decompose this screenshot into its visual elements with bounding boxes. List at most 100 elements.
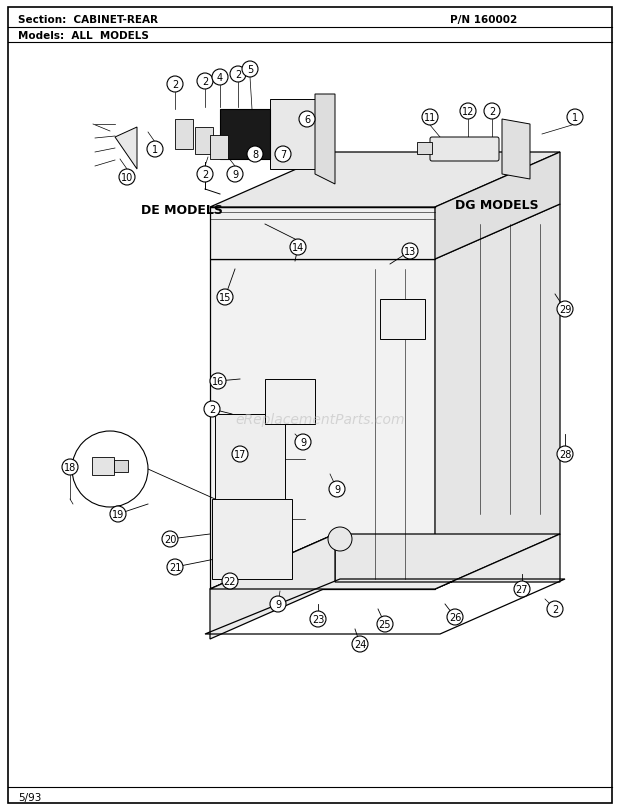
Circle shape [247,147,263,163]
Text: 29: 29 [559,305,571,315]
Bar [265,380,315,424]
Bar [92,457,114,475]
Circle shape [557,302,573,318]
Polygon shape [210,208,435,260]
Text: 9: 9 [232,169,238,180]
Text: P/N 160002: P/N 160002 [450,15,517,25]
Bar [380,299,425,340]
Text: 10: 10 [121,173,133,182]
Text: 9: 9 [275,599,281,609]
Text: 2: 2 [235,70,241,80]
Circle shape [72,431,148,508]
Text: 12: 12 [462,107,474,117]
Circle shape [402,243,418,260]
Text: 21: 21 [169,562,181,573]
Text: 13: 13 [404,247,416,257]
Text: 22: 22 [224,577,236,586]
Text: DE MODELS: DE MODELS [141,204,223,217]
Circle shape [352,636,368,652]
Text: 7: 7 [280,150,286,160]
Circle shape [119,169,135,186]
Text: 15: 15 [219,293,231,303]
Circle shape [329,482,345,497]
Circle shape [62,460,78,475]
FancyBboxPatch shape [430,138,499,162]
Text: 25: 25 [379,620,391,629]
Text: 20: 20 [164,534,176,544]
Text: 1: 1 [152,145,158,155]
Circle shape [167,560,183,575]
Text: 23: 23 [312,614,324,624]
Circle shape [230,67,246,83]
Circle shape [310,611,326,627]
Bar [215,414,285,504]
Circle shape [422,109,438,126]
Circle shape [212,70,228,86]
Text: Section:  CABINET-REAR: Section: CABINET-REAR [18,15,158,25]
Circle shape [222,573,238,590]
Text: 2: 2 [552,604,558,614]
Text: DG MODELS: DG MODELS [455,198,539,211]
Polygon shape [210,534,560,590]
Circle shape [275,147,291,163]
Circle shape [557,446,573,462]
Circle shape [162,531,178,547]
Polygon shape [210,260,435,590]
Text: 26: 26 [449,612,461,622]
Text: 19: 19 [112,509,124,519]
Polygon shape [210,152,560,208]
Circle shape [484,104,500,120]
Text: 18: 18 [64,462,76,473]
Polygon shape [417,143,432,155]
Circle shape [167,77,183,93]
Polygon shape [502,120,530,180]
Circle shape [299,112,315,128]
Circle shape [295,435,311,450]
Bar [212,500,292,579]
Bar [210,135,228,160]
Circle shape [232,446,248,462]
Circle shape [110,506,126,522]
Circle shape [217,290,233,306]
Circle shape [547,601,563,617]
Circle shape [227,167,243,182]
Text: eReplacementParts.com: eReplacementParts.com [235,413,405,427]
Text: 5/93: 5/93 [18,792,42,802]
Text: 1: 1 [572,113,578,122]
Circle shape [290,240,306,255]
Circle shape [197,167,213,182]
Text: 27: 27 [516,584,528,594]
Circle shape [197,74,213,90]
Text: 14: 14 [292,242,304,253]
Text: 9: 9 [334,484,340,495]
Circle shape [210,374,226,389]
Circle shape [377,616,393,633]
Polygon shape [315,95,335,185]
Circle shape [328,527,352,551]
Text: 2: 2 [489,107,495,117]
Circle shape [460,104,476,120]
Text: 2: 2 [202,169,208,180]
Circle shape [242,62,258,78]
Text: 11: 11 [424,113,436,122]
Text: 9: 9 [300,437,306,448]
Polygon shape [210,534,560,590]
Polygon shape [115,128,137,169]
Text: 2: 2 [202,77,208,87]
Text: 6: 6 [304,115,310,125]
Text: 28: 28 [559,449,571,460]
Polygon shape [435,152,560,260]
Polygon shape [435,204,560,590]
Bar [175,120,193,150]
Text: Models:  ALL  MODELS: Models: ALL MODELS [18,31,149,41]
Bar [195,128,213,155]
Text: 4: 4 [217,73,223,83]
Text: 24: 24 [354,639,366,649]
Text: 2: 2 [172,80,178,90]
Circle shape [514,581,530,597]
Text: 2: 2 [209,405,215,414]
Circle shape [147,142,163,158]
Bar [114,461,128,473]
Circle shape [270,596,286,612]
Text: 17: 17 [234,449,246,460]
